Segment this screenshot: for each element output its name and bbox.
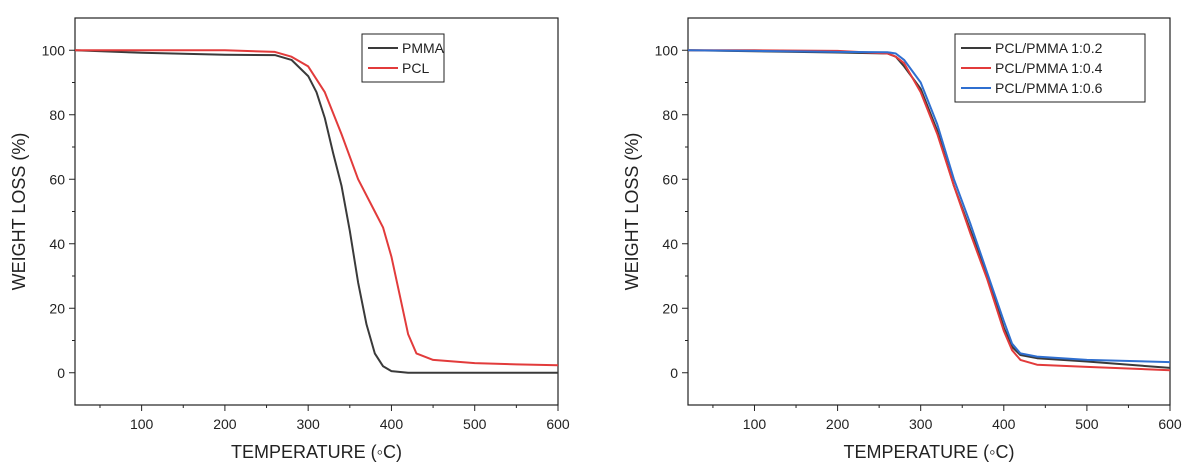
x-tick-label: 100 — [743, 416, 767, 432]
x-axis-title: TEMPERATURE (◦C) — [843, 442, 1014, 462]
chart-svg-left: 100 200 300 400 500 600 0 20 40 60 80 100 TEMPERATUR… — [9, 17, 570, 462]
series-line-1 — [75, 49, 558, 374]
y-tick-label: 60 — [662, 171, 678, 187]
x-tick-label: 600 — [1158, 416, 1182, 432]
x-tick-label: 100 — [130, 416, 154, 432]
legend-label: PCL — [402, 60, 429, 76]
series-line-2 — [75, 49, 558, 367]
y-tick-label: 80 — [662, 107, 678, 123]
x-tick-label: 600 — [546, 416, 570, 432]
x-tick-label: 200 — [826, 416, 850, 432]
legend-box — [361, 33, 445, 83]
x-tick-label: 500 — [1075, 416, 1099, 432]
x-tick-label: 200 — [213, 416, 237, 432]
legend-label: PCL/PMMA 1:0.4 — [995, 60, 1103, 76]
y-tick-label: 40 — [662, 236, 678, 252]
tga-chart-blends: 100 200 300 400 500 600 0 20 40 60 80 100 TEMPERATUR… — [600, 0, 1187, 466]
chart-svg-right: 100 200 300 400 500 600 0 20 40 60 80 100 TEMPERATUR… — [622, 17, 1182, 462]
y-tick-label: 20 — [49, 300, 65, 316]
x-axis-title: TEMPERATURE (◦C) — [231, 442, 402, 462]
y-tick-label: 40 — [49, 236, 65, 252]
y-tick-label: 60 — [49, 171, 65, 187]
y-axis-title: WEIGHT LOSS (%) — [622, 133, 642, 291]
y-tick-label: 100 — [655, 42, 679, 58]
y-tick-label: 0 — [670, 365, 678, 381]
x-tick-label: 400 — [992, 416, 1016, 432]
y-axis-title: WEIGHT LOSS (%) — [9, 133, 29, 291]
y-tick-label: 20 — [662, 300, 678, 316]
y-tick-label: 0 — [57, 365, 65, 381]
y-tick-label: 80 — [49, 107, 65, 123]
plot-frame — [74, 17, 559, 406]
legend-label: PCL/PMMA 1:0.6 — [995, 80, 1103, 96]
x-tick-label: 300 — [296, 416, 320, 432]
x-tick-label: 500 — [463, 416, 487, 432]
legend-label: PCL/PMMA 1:0.2 — [995, 40, 1103, 56]
tga-chart-pmma-pcl: 100 200 300 400 500 600 0 20 40 60 80 100 TEMPERATUR… — [0, 0, 590, 466]
legend-label: PMMA — [402, 40, 445, 56]
y-tick-label: 100 — [42, 42, 66, 58]
x-tick-label: 300 — [909, 416, 933, 432]
x-tick-label: 400 — [380, 416, 404, 432]
series-line-3 — [688, 49, 1170, 364]
